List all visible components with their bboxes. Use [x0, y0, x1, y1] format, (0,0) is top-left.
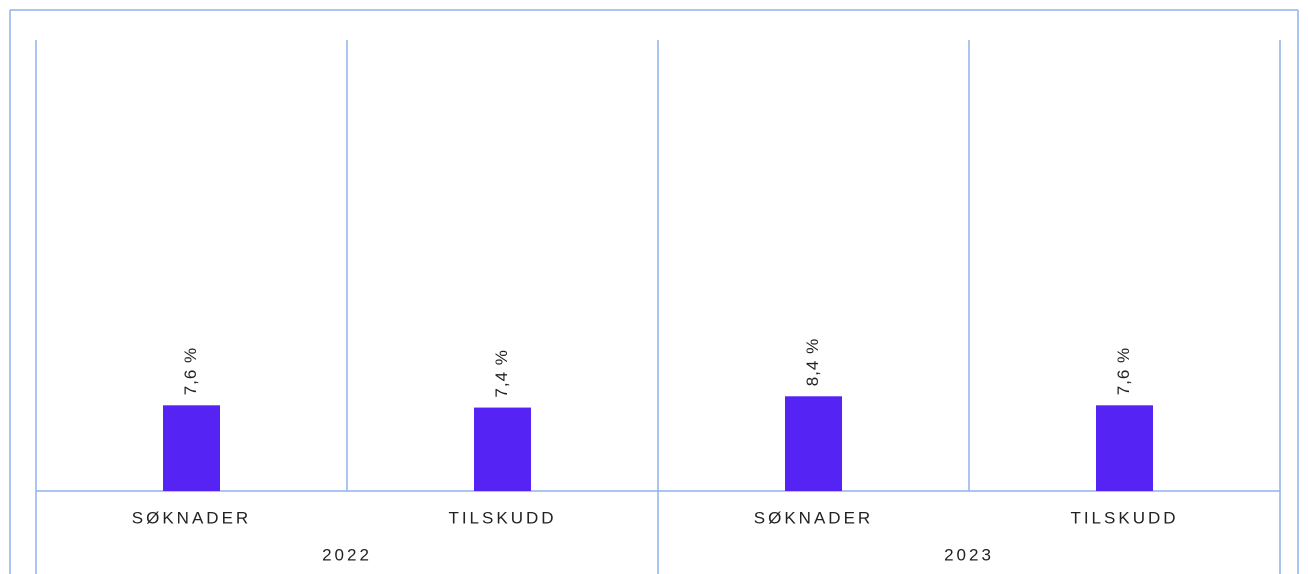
x-tick-label: SØKNADER [132, 508, 251, 527]
group-label: 2023 [944, 545, 994, 564]
x-tick-label: TILSKUDD [1070, 508, 1178, 527]
value-label: 7,6 % [181, 347, 200, 395]
bar [1096, 405, 1153, 491]
value-label: 7,4 % [492, 349, 511, 397]
group-label: 2022 [322, 545, 372, 564]
value-label: 7,6 % [1114, 347, 1133, 395]
bar [474, 407, 531, 491]
x-tick-label: SØKNADER [754, 508, 873, 527]
bar [163, 405, 220, 491]
x-tick-label: TILSKUDD [448, 508, 556, 527]
bar [785, 396, 842, 491]
value-label: 8,4 % [803, 338, 822, 386]
